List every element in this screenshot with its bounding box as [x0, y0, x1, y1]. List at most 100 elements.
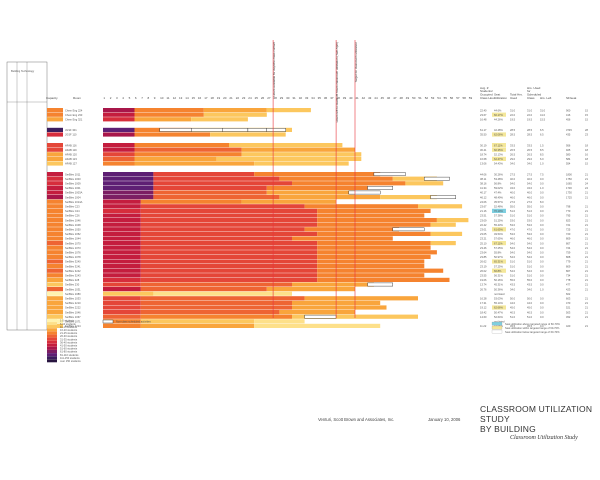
room-name: SerBlev 1009: [65, 182, 81, 186]
scheduled-hours-value: 46.0: [527, 195, 533, 199]
utilization-cell: [492, 161, 506, 166]
hour-tick-label: 52: [425, 96, 429, 100]
seat-utilization-value: 53.48%: [494, 177, 503, 181]
capacity-value: 21: [585, 310, 588, 314]
usage-segment: [317, 254, 431, 259]
total-hours-value: 33.5: [510, 143, 516, 147]
total-hours-value: 26.5: [510, 153, 516, 157]
title-line-1: CLASSROOM UTILIZATION STUDY: [480, 404, 593, 424]
total-hours-value: 40.0: [510, 177, 516, 181]
usage-segment: [216, 156, 362, 161]
total-hours-value: 47.0: [510, 228, 516, 232]
usage-segment: [317, 218, 437, 223]
total-hours-value: 51.0: [510, 274, 516, 278]
usage-segment: [304, 296, 418, 301]
room-name: SerBlev 2210: [65, 301, 81, 305]
hour-tick-label: 28: [274, 96, 278, 100]
legend-box-swatch: [102, 319, 114, 324]
sf-seat-value: 1730: [566, 191, 572, 195]
capacity-swatch: [47, 268, 63, 273]
hours-left-value: 0.0: [540, 246, 544, 250]
usage-segment: [317, 250, 437, 255]
seat-utilization-value: 57.65%: [494, 237, 503, 241]
scheduled-hours-value: 34.0: [527, 162, 533, 166]
hours-left-value: 6.0: [540, 157, 544, 161]
room-row: SerBlev 228 19.06 50.16% 55.0 55.0 0.0 778 21: [47, 277, 588, 282]
seat-utilization-value: 65.31%: [494, 260, 503, 264]
scheduled-hours-value: 54.0: [527, 246, 533, 250]
room-name: JGSF 301: [65, 128, 77, 132]
capacity-value: 21: [585, 246, 588, 250]
usage-segment: [140, 218, 318, 223]
side-frame: Building Technology: [6, 61, 48, 331]
usage-segment: [317, 222, 431, 227]
hours-left-value: 6.5: [540, 128, 544, 132]
util-legend-swatch: [491, 325, 503, 330]
usage-segment: [405, 181, 444, 186]
capacity-value: 18: [585, 143, 588, 147]
total-hours-value: 28.5: [510, 133, 516, 137]
avg-students-value: 13.74: [480, 283, 487, 287]
legend-swatch: [47, 353, 57, 357]
capacity-swatch: [47, 172, 63, 177]
seat-utilization-value: 57.25%: [494, 264, 503, 268]
usage-segment: [317, 213, 425, 218]
capacity-swatch: [47, 291, 63, 296]
non-class-activity-box: [424, 176, 450, 181]
usage-segment: [103, 147, 135, 152]
capacity-swatch: [47, 273, 63, 278]
room-row: HFAB 119 30.41 60.35% 26.5 26.5 8.5 925 18: [47, 147, 588, 152]
avg-students-value: 23.55: [480, 274, 487, 278]
usage-segment: [103, 199, 141, 204]
hour-tick-label: 4: [122, 96, 124, 100]
scheduled-hours-value: 53.0: [527, 232, 533, 236]
capacity-value: 28: [585, 128, 588, 132]
usage-segment: [140, 314, 292, 319]
seat-utilization-value: 67.11%: [494, 143, 503, 147]
room-name: SerBlev 1078: [65, 255, 81, 259]
room-name: SerBlev 1004: [65, 195, 81, 199]
hour-tick-label: 29: [280, 96, 284, 100]
non-class-activity-box: [367, 282, 394, 287]
scheduled-hours-value: 26.5: [527, 148, 533, 152]
room-row: SerBlev 1050 23.01 61.65% 47.0 47.0 0.0 725 21: [47, 227, 588, 232]
hours-left-value: 41.0: [540, 113, 546, 117]
usage-segment: [140, 208, 318, 213]
hour-tick-label: 16: [198, 96, 202, 100]
capacity-swatch: [47, 156, 63, 161]
utilization-cell: [492, 254, 506, 259]
hours-left-value: 8.5: [540, 148, 544, 152]
capacity-value: 21: [585, 324, 588, 328]
usage-segment: [103, 273, 141, 278]
column-headers: Capacity Room 1 2 3 4 5 6 7 8 9 10 11 12 13 14 15 16 17 18 1…: [46, 86, 577, 100]
utilization-cell: [492, 296, 506, 301]
hours-left-value: 0.0: [540, 274, 544, 278]
avg-students-value: 23.46: [480, 246, 487, 250]
usage-segment: [436, 218, 469, 223]
hours-left-value: 1.0: [540, 287, 544, 291]
legend-label: 11-15 students: [60, 325, 78, 329]
hours-left-value: 0.0: [540, 297, 544, 301]
utilization-cell: [492, 143, 506, 148]
sf-seat-value: 580: [566, 153, 571, 157]
room-row: SerBlev C26 23.51 57.38% 51.0 51.0 0.0 795 21: [47, 213, 588, 218]
usage-segment: [103, 250, 141, 255]
legend-swatch: [47, 334, 57, 338]
report-title: CLASSROOM UTILIZATION STUDY BY BUILDING: [480, 404, 595, 434]
seat-utilization-value: 62.66%: [494, 306, 503, 310]
scheduled-hours-value: 51.0: [527, 209, 533, 213]
sf-seat-value: 823: [566, 218, 571, 222]
utilization-cell: [492, 218, 506, 223]
legend-swatch: [47, 319, 57, 322]
usage-segment: [140, 222, 318, 227]
avg-students-value: 40.17: [480, 191, 487, 195]
usage-segment: [317, 231, 431, 236]
room-name: SerBlev 1003A: [65, 191, 83, 195]
sf-seat-value: 807: [566, 269, 571, 273]
usage-segment: [134, 108, 204, 113]
room-name: SerBlev 1214: [65, 324, 81, 328]
room-rows: Chem Eng 224 22.40 44.6% 31.0 31.0 31.0 900 15C…: [47, 108, 588, 328]
sf-seat-value: 452: [566, 315, 571, 319]
hour-tick-label: 20: [223, 96, 227, 100]
